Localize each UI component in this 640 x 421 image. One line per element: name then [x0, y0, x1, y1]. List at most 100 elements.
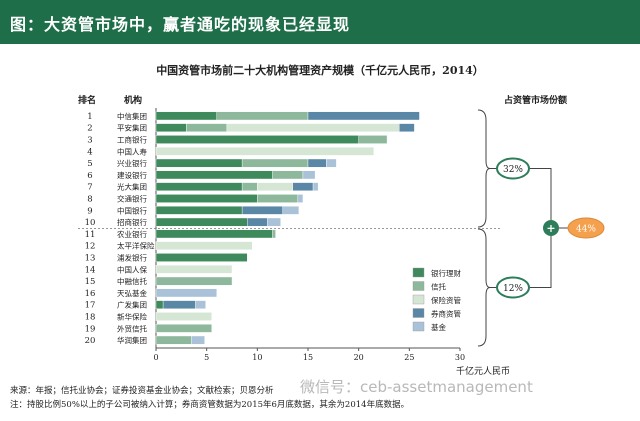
rank-label: 6: [87, 171, 92, 181]
institution-label: 农业银行: [117, 229, 147, 239]
bar-segment: [155, 182, 243, 192]
institution-label: 中国人寿: [117, 146, 147, 156]
legend-label: 基金: [431, 322, 446, 332]
bar-segment: [241, 182, 258, 192]
institution-label: 太平洋保险: [117, 241, 155, 251]
rank-label: 11: [85, 230, 96, 240]
rank-label: 18: [85, 313, 96, 323]
legend-swatch: [412, 294, 425, 305]
institution-label: 中信集团: [117, 111, 147, 121]
institution-label: 浦发银行: [117, 253, 147, 263]
bar-segment: [297, 194, 304, 203]
rank-label: 10: [85, 218, 96, 228]
institution-label: 工商银行: [117, 135, 147, 145]
rank-label: 9: [87, 206, 92, 216]
legend-label: 信托: [431, 282, 446, 292]
footnote: 注：持股比例50%以上的子公司被纳入计算；券商资管数据为2015年6月底数据，其…: [10, 400, 410, 410]
bar-segment: [267, 217, 281, 227]
rank-label: 12: [85, 242, 96, 252]
legend-label: 保险资管: [431, 295, 461, 305]
bar-segment: [257, 194, 299, 203]
bar-segment: [155, 312, 212, 321]
plus-label: +: [546, 222, 555, 235]
brace-top10: [477, 109, 491, 228]
bar-segment: [195, 300, 206, 310]
rank-label: 2: [87, 124, 92, 134]
plus-circle: [543, 220, 559, 236]
bar-segment: [302, 170, 316, 180]
x-tick-label: 30: [455, 353, 465, 362]
legend-swatch: [412, 321, 425, 332]
x-tick-label: 20: [354, 353, 364, 362]
institution-label: 华润集团: [117, 335, 147, 345]
legend-swatch: [412, 267, 425, 278]
chart-title: 中国资管市场前二十大机构管理资产规模（千亿元人民币，2014）: [156, 64, 484, 77]
institution-label: 新华保险: [117, 312, 147, 322]
bar-segment: [399, 123, 415, 132]
share-circle-11-20: [496, 276, 530, 299]
institution-label: 中国人保: [117, 264, 147, 274]
x-tick-label: 10: [252, 353, 262, 362]
brace-11-20: [477, 228, 491, 347]
rank-header: 排名: [78, 96, 97, 106]
x-tick-label: 0: [153, 353, 158, 362]
share-circle-top10: [496, 157, 530, 180]
rank-label: 3: [87, 136, 92, 146]
bar-segment: [307, 111, 420, 121]
bar-segment: [162, 300, 196, 310]
institution-label: 平安集团: [117, 123, 147, 133]
institution-label: 外贸信托: [117, 323, 147, 333]
rank-label: 15: [85, 277, 96, 287]
bar-segment: [226, 123, 400, 132]
bar-segment: [155, 276, 233, 286]
header-banner: 图：大资管市场中，赢者通吃的现象已经显现: [0, 0, 640, 44]
rank-label: 16: [85, 289, 96, 299]
x-tick-label: 5: [204, 353, 209, 362]
watermark: 微信号：ceb-assetmanagement: [300, 378, 533, 396]
institution-label: 天弘基金: [117, 288, 147, 298]
institution-label: 建设银行: [117, 170, 147, 180]
bar-segment: [155, 135, 359, 144]
bar-segment: [155, 170, 273, 180]
rank-label: 13: [85, 254, 96, 264]
legend-swatch: [412, 308, 425, 318]
institution-label: 广发集团: [117, 300, 147, 310]
x-axis-label: 千亿元人民币: [456, 365, 510, 377]
bar-segment: [191, 335, 205, 345]
share-header: 占资管市场份额: [504, 96, 568, 106]
bar-segment: [326, 158, 337, 168]
rank-label: 7: [87, 183, 92, 193]
bar-segment: [307, 158, 327, 168]
rank-label: 14: [85, 265, 96, 275]
institution-label: 兴业银行: [117, 158, 147, 168]
bar-segment: [155, 265, 233, 274]
bar-segment: [155, 288, 217, 298]
share-top10-label: 32%: [503, 165, 523, 175]
bar-segment: [292, 182, 314, 192]
bar-segment: [155, 229, 273, 239]
x-tick-label: 25: [404, 353, 414, 362]
bar-segment: [282, 205, 300, 215]
bar-segment: [155, 324, 212, 333]
bar-segment: [155, 217, 248, 227]
rank-label: 17: [85, 301, 96, 311]
institution-label: 交通银行: [117, 194, 147, 204]
bar-segment: [246, 217, 268, 227]
bar-segment: [272, 229, 276, 239]
legend-label: 银行理财: [431, 268, 461, 278]
bar-segment: [272, 170, 304, 180]
bar-segment: [155, 194, 258, 203]
rank-label: 19: [85, 324, 96, 334]
rank-label: 5: [87, 159, 92, 169]
share-circle-total: [567, 217, 605, 239]
rank-label: 1: [87, 112, 92, 122]
legend-swatch: [412, 281, 425, 291]
bar-segment: [358, 135, 388, 144]
bar-segment: [155, 253, 248, 262]
bar-segment: [155, 146, 375, 156]
bar-segment: [155, 205, 243, 215]
bar-segment: [312, 182, 319, 192]
bar-segment: [155, 123, 187, 132]
bar-segment: [155, 158, 243, 168]
